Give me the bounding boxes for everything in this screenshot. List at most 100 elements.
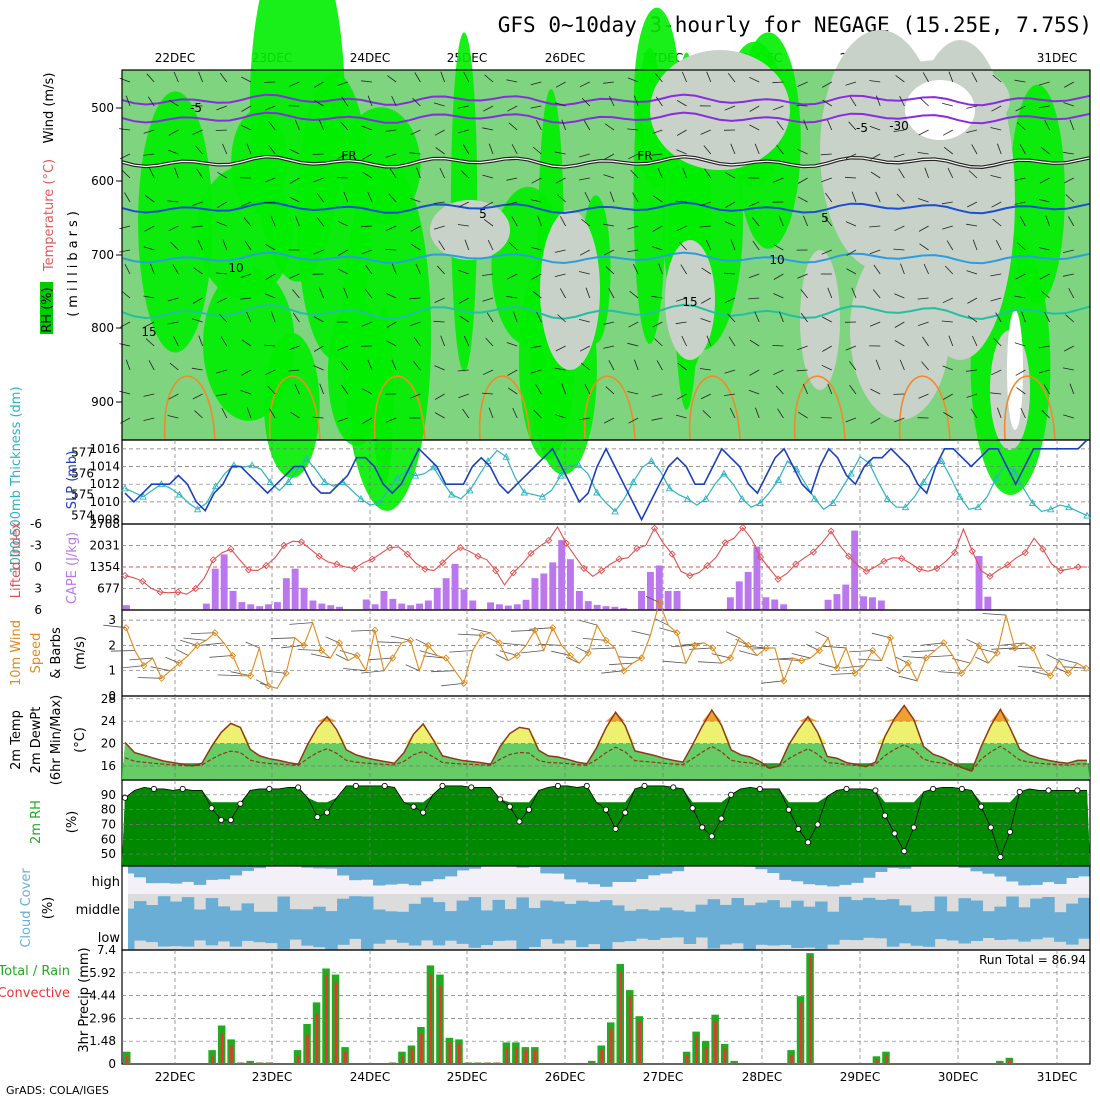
cape-tick-label: 677 [97,582,120,596]
cape-bar [567,559,574,610]
rh-point [1045,787,1052,794]
cloud-middle-bar [946,911,960,922]
cloud-middle-bar [289,909,302,922]
wind-barb [849,96,857,107]
precip-convective-bar [514,1047,518,1064]
cloud-low-bar [1006,922,1019,940]
w10-point [584,649,592,657]
wind-barb [484,74,494,83]
wind-barb [168,225,179,232]
bottom-day-label: 22DEC [155,1070,195,1084]
wind-barb [147,96,155,107]
wind-barb [875,191,881,203]
wind-barb [724,297,736,303]
contour-25 [898,375,951,441]
wind-barb [508,122,518,131]
cloud-middle-bar [193,909,207,922]
wind-barb [438,240,445,251]
wind-barb [143,153,155,156]
w10-barb [791,653,811,659]
rh-point [420,809,427,816]
precip-convective-bar [258,1062,262,1064]
cape-bar [984,596,992,610]
cape-bar [753,546,761,610]
wind-barb [700,318,711,323]
cloud-low-bar [337,922,350,945]
cloud-high-bar [1066,866,1079,878]
rh-dry-area [540,210,600,370]
wind-barb [440,71,445,83]
wind-barb [506,201,518,206]
cloud-middle-bar [552,901,565,922]
wind-barb [749,124,760,131]
w10-point [815,646,823,655]
lifted-index-point [139,577,147,585]
wind-barb [143,129,155,134]
cloud-middle-bar [779,907,792,922]
lifted-index-point [580,564,588,573]
precip-convective-bar [628,996,632,1064]
cape-bar [549,562,557,610]
cloud-high-bar [193,866,207,885]
wind-barb [289,148,300,155]
rh-point [699,824,706,831]
cloud-middle-bar [815,901,828,922]
rh-point [958,785,965,792]
cloud-middle-bar [623,910,637,922]
cloud-low-bar [396,922,410,943]
wind-barb [512,407,518,419]
wind-barb [168,99,179,107]
wind-barb [609,191,615,203]
rh-tick-label: 50 [101,847,116,861]
wind-barb [533,409,542,419]
cloud-high-bar [181,866,195,882]
wind-barb [1063,102,1074,107]
w10-barb [190,632,215,634]
thickness-point [810,494,819,502]
cloud-high-bar [886,866,900,869]
lifted-index-point [492,566,500,575]
wind-barb [506,177,518,181]
contour-25 [688,375,741,441]
wind-barb [511,216,518,227]
cloud-high-bar [301,866,314,868]
wind-barb [362,153,373,160]
lifted-index-point [792,560,800,568]
wind-barb [893,153,905,158]
w10-barb [343,668,367,672]
w10-point [744,641,752,650]
w10-point [264,682,272,690]
precip-convective-bar [524,1050,527,1064]
wind-barb [803,215,808,227]
cloud-middle-bar [540,900,553,922]
wind-barb [246,311,252,323]
cloud-middle-bar [576,900,589,922]
lifted-index-point [1056,566,1065,575]
lifted-index-point [968,547,976,555]
wind-barb [264,177,276,183]
cloud-middle-bar [145,905,159,922]
wind-barb [827,383,833,395]
cloud-high-bar [815,866,828,886]
bottom-day-label: 29DEC [840,1070,880,1084]
rh-tick-label: 70 [101,817,116,831]
wind-barb [1064,81,1074,88]
cloud-high-bar [862,866,876,878]
wind-barb [990,273,1002,277]
wind-barb [192,201,203,206]
wind-barb [217,171,228,179]
precip-convective-bar [391,1062,395,1064]
wind-barb [844,176,857,179]
cape-bar [282,578,290,610]
wind-barb [482,369,494,376]
precip-convective-bar [420,1033,423,1064]
contour-25 [163,375,216,441]
wind-barb [508,242,518,251]
cloud-low-bar [671,922,685,938]
wind-barb [246,143,252,155]
w10-barb [431,670,455,673]
li-ticks: -6 -3 0 3 6 2708 2031 1354 677 [30,517,120,617]
cloud-high-bar [767,866,780,873]
cloud-low-bar [910,922,924,946]
